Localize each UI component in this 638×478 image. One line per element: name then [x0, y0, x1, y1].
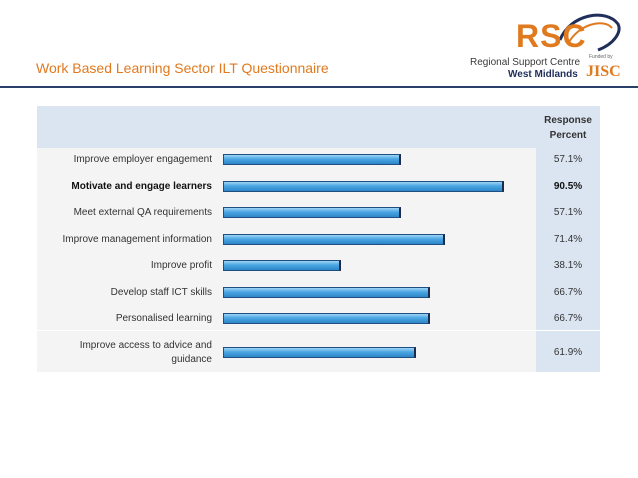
response-column-band: [536, 106, 600, 372]
bar: [223, 260, 341, 271]
bar: [223, 234, 445, 245]
bar-value-label: 71.4%: [553, 234, 583, 245]
response-percent-header: Response Percent: [536, 113, 600, 143]
bar: [223, 181, 504, 192]
bar-label: Improve management information: [62, 234, 212, 245]
response-percent-header-text: Response Percent: [544, 115, 592, 141]
logo-swoosh-icon: [558, 13, 621, 52]
bar-value-label: 90.5%: [553, 181, 583, 192]
bar-value-label: 61.9%: [553, 347, 583, 358]
bar-label: Improve profit: [150, 260, 212, 271]
rsc-logo: RSC Regional Support Centre West Midland…: [466, 10, 628, 84]
logo-subtitle: Regional Support Centre: [470, 57, 581, 68]
chart-header-band: [37, 106, 600, 148]
bar-value-label: 66.7%: [553, 313, 583, 324]
logo-funded-by: Funded by: [589, 54, 613, 60]
bar: [223, 154, 401, 165]
bar-label: Personalised learning: [115, 313, 212, 324]
bar: [223, 287, 430, 298]
bar-value-label: 57.1%: [553, 207, 583, 218]
bar: [223, 313, 430, 324]
logo-jisc: JISC: [586, 63, 621, 80]
bar-value-label: 57.1%: [553, 154, 583, 165]
header-rule: [0, 86, 638, 88]
bar-label: Develop staff ICT skills: [110, 287, 212, 298]
logo-rsc-text: RSC: [516, 18, 587, 54]
page-title: Work Based Learning Sector ILT Questionn…: [36, 60, 329, 76]
bar-label: Improve employer engagement: [73, 154, 212, 165]
bar-value-label: 66.7%: [553, 287, 583, 298]
bar: [223, 207, 401, 218]
bar-value-label: 38.1%: [553, 260, 583, 271]
logo-region: West Midlands: [508, 69, 578, 80]
bar-label: Improve access to advice and guidance: [79, 340, 212, 365]
bar-label: Motivate and engage learners: [71, 181, 212, 192]
bar-label: Meet external QA requirements: [73, 207, 212, 218]
last-row-separator: [37, 330, 600, 331]
chart-panel: Response Percent Improve employer engage…: [37, 106, 600, 372]
bar: [223, 347, 416, 358]
